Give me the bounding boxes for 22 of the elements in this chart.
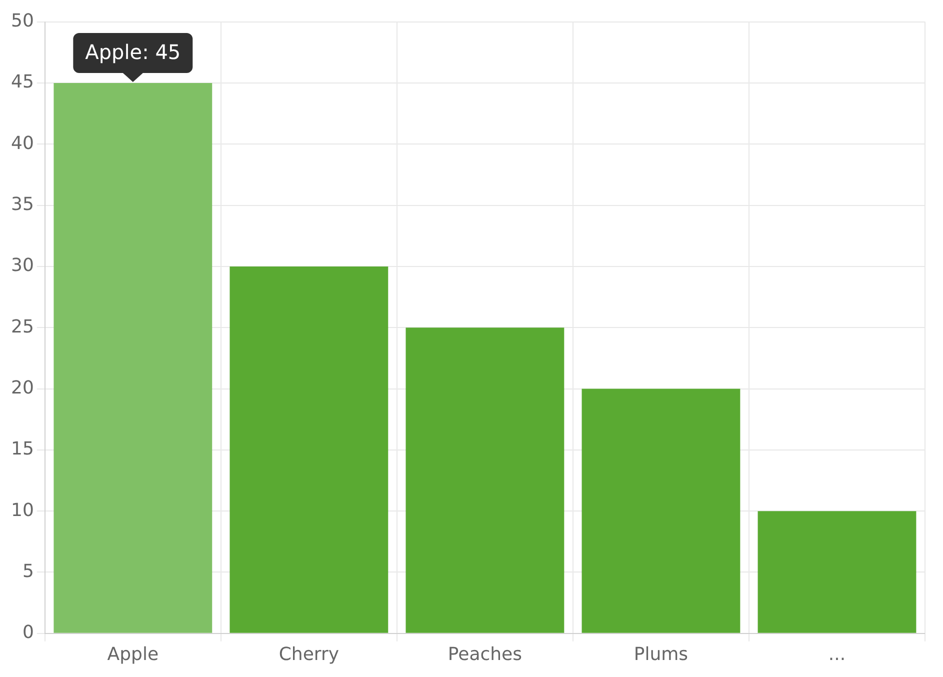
y-tick-label: 0 — [22, 622, 34, 644]
bar — [230, 266, 388, 633]
annotation: Apple: 45 — [85, 40, 181, 64]
x-tick-label: ... — [828, 644, 846, 665]
bar — [582, 388, 740, 633]
y-tick-label: 35 — [11, 194, 34, 215]
y-tick-label: 10 — [11, 500, 34, 521]
x-tick-label: Cherry — [278, 644, 340, 665]
y-tick-label: 50 — [11, 10, 34, 32]
y-tick-label: 40 — [11, 132, 34, 154]
x-tick-label: Apple — [107, 644, 159, 665]
bar — [54, 82, 212, 633]
y-tick-label: 25 — [11, 316, 34, 338]
x-tick-label: Peaches — [448, 644, 522, 665]
y-tick-label: 15 — [11, 438, 34, 460]
x-tick-label: Plums — [634, 644, 688, 665]
bar — [758, 511, 916, 633]
y-tick-label: 45 — [11, 72, 34, 93]
y-tick-label: 30 — [11, 255, 34, 276]
y-tick-label: 5 — [22, 560, 34, 582]
y-tick-label: 20 — [11, 377, 34, 398]
bar — [406, 328, 564, 633]
